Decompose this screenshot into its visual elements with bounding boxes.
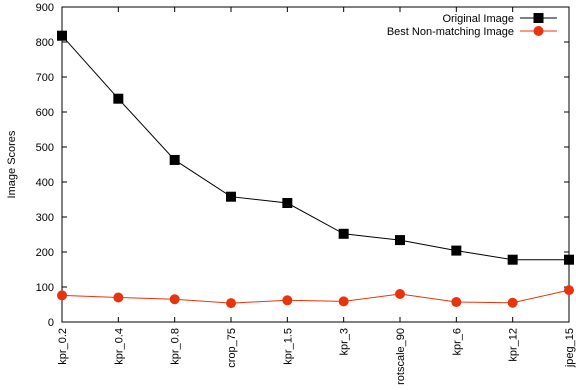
data-point xyxy=(564,254,574,265)
legend-label: Best Non-matching Image xyxy=(387,26,514,38)
data-point xyxy=(282,295,293,306)
legend-marker xyxy=(533,13,544,23)
x-tick-label: jpeg_15 xyxy=(564,328,576,368)
data-point xyxy=(395,289,405,299)
x-tick-label: kpr_1.5 xyxy=(282,328,294,365)
data-point xyxy=(226,298,236,309)
series-2 xyxy=(57,285,574,309)
series-line xyxy=(61,289,570,304)
data-point xyxy=(169,154,180,165)
legend-label: Original Image xyxy=(442,13,514,25)
y-tick-label: 100 xyxy=(36,282,54,294)
x-tick-label: kpr_0.4 xyxy=(113,328,125,365)
y-tick-label: 900 xyxy=(36,2,54,14)
data-point xyxy=(338,228,349,239)
legend-marker xyxy=(533,26,544,36)
x-tick-label: kpr_6 xyxy=(451,328,463,356)
x-tick-label: kpr_0.2 xyxy=(57,328,69,365)
data-point xyxy=(451,245,462,256)
y-axis-label: Image Scores xyxy=(6,130,18,198)
data-point xyxy=(338,296,349,307)
y-tick-label: 300 xyxy=(36,212,54,224)
data-point xyxy=(57,290,67,301)
y-tick-label: 500 xyxy=(36,142,54,154)
x-tick-label: rotscale_90 xyxy=(395,328,407,385)
data-point xyxy=(113,93,124,104)
data-point xyxy=(113,292,124,303)
series-line xyxy=(61,35,569,261)
y-tick-label: 400 xyxy=(36,177,54,189)
y-tick-label: 800 xyxy=(36,37,54,49)
data-point xyxy=(226,191,236,202)
x-tick-label: crop_75 xyxy=(226,328,238,368)
series-1 xyxy=(57,30,574,265)
data-point xyxy=(507,254,518,265)
y-tick-label: 700 xyxy=(36,72,54,84)
data-point xyxy=(169,294,180,305)
plot-frame xyxy=(61,6,570,323)
y-tick-label: 600 xyxy=(36,107,54,119)
x-tick-label: kpr_12 xyxy=(508,328,520,362)
y-tick-label: 0 xyxy=(48,317,54,329)
x-tick-label: kpr_3 xyxy=(339,328,351,356)
data-point xyxy=(395,235,405,246)
data-point xyxy=(451,297,462,308)
series-group xyxy=(57,30,574,309)
y-axis-ticks: 0 100 200 300 400 500 600 700 800 900 xyxy=(36,2,569,329)
x-axis-ticks: kpr_0.2 kpr_0.4 kpr_0.8 crop_75 kpr_1.5 kpr_3… xyxy=(57,7,576,385)
x-tick-label: kpr_0.8 xyxy=(170,328,182,365)
data-point xyxy=(507,297,518,308)
data-point xyxy=(57,30,67,41)
data-point xyxy=(564,285,574,296)
data-point xyxy=(282,198,293,208)
axes xyxy=(61,6,570,323)
y-tick-label: 200 xyxy=(36,247,54,259)
